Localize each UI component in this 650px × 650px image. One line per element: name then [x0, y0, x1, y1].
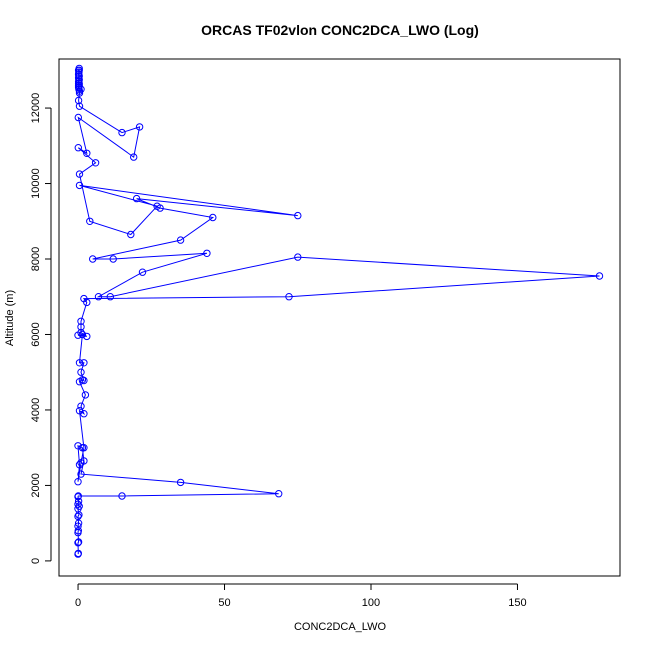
data-point: [75, 502, 83, 510]
data-point: [80, 294, 88, 303]
data-point: [89, 255, 97, 263]
data-point: [294, 253, 302, 261]
data-point: [75, 102, 84, 110]
y-axis-label: Altitude (m): [4, 290, 16, 346]
data-point: [132, 194, 141, 203]
data-point: [285, 293, 293, 301]
data-point: [75, 359, 84, 367]
data-point: [138, 268, 147, 276]
data-point: [74, 113, 83, 122]
data-point: [275, 490, 283, 498]
data-point: [74, 512, 82, 521]
data-point: [203, 249, 211, 258]
data-point: [83, 332, 91, 341]
y-tick-label: 8000: [30, 247, 42, 271]
data-point: [75, 170, 84, 178]
data-point: [135, 123, 144, 131]
data-point: [209, 213, 217, 222]
data-series: [74, 64, 604, 558]
y-tick-label: 12000: [30, 93, 42, 124]
data-point: [74, 79, 83, 88]
data-point: [94, 293, 103, 301]
data-point: [77, 368, 85, 376]
x-axis-label: CONC2DCA_LWO: [294, 621, 387, 633]
y-tick-label: 0: [30, 558, 42, 564]
data-point: [75, 85, 83, 93]
data-point: [74, 96, 83, 105]
plot-frame: [58, 58, 621, 577]
chart-title: ORCAS TF02vlon CONC2DCA_LWO (Log): [201, 22, 479, 38]
x-tick-label: 50: [218, 597, 230, 609]
data-point: [81, 391, 90, 399]
y-tick-label: 6000: [30, 322, 42, 346]
data-point: [118, 128, 126, 137]
data-point: [74, 478, 82, 486]
data-point: [74, 144, 83, 152]
data-point: [74, 492, 83, 500]
data-point: [74, 70, 83, 78]
data-point: [109, 255, 117, 263]
data-point: [75, 89, 84, 97]
data-point: [75, 461, 84, 469]
data-point: [74, 539, 82, 547]
series-line: [77, 68, 600, 555]
data-point: [176, 236, 185, 244]
data-point: [106, 293, 115, 301]
data-point: [74, 538, 83, 546]
data-point: [77, 459, 85, 467]
data-point: [127, 230, 135, 239]
data-point: [74, 527, 83, 535]
data-point: [294, 211, 302, 220]
data-point: [74, 497, 83, 505]
data-point: [77, 470, 85, 478]
data-point: [595, 272, 604, 280]
data-point: [77, 323, 85, 331]
data-point: [153, 202, 161, 210]
data-point: [77, 328, 85, 337]
data-point: [74, 549, 83, 558]
y-tick-label: 10000: [30, 168, 42, 199]
data-point: [80, 444, 88, 452]
data-point: [75, 66, 83, 75]
data-point: [80, 376, 88, 385]
data-point: [75, 181, 84, 190]
data-point: [80, 410, 88, 418]
data-point: [176, 478, 185, 487]
data-point: [75, 64, 83, 73]
data-point: [77, 317, 85, 325]
data-point: [74, 500, 82, 508]
y-axis: 0 2000 4000 6000 8000 10000 12000: [30, 93, 52, 564]
data-point: [75, 76, 83, 84]
x-axis: 0 50 100 150: [75, 583, 527, 609]
data-point: [83, 149, 91, 158]
data-point: [91, 159, 100, 167]
data-point: [118, 492, 126, 500]
x-tick-label: 150: [508, 597, 526, 609]
x-tick-label: 100: [362, 597, 380, 609]
data-point: [86, 217, 94, 226]
data-point: [77, 402, 85, 410]
x-tick-label: 0: [75, 597, 81, 609]
data-point: [130, 153, 138, 161]
data-point: [80, 359, 88, 367]
data-point: [78, 330, 87, 339]
data-point: [74, 522, 82, 530]
y-tick-label: 2000: [30, 473, 42, 497]
y-tick-label: 4000: [30, 398, 42, 422]
